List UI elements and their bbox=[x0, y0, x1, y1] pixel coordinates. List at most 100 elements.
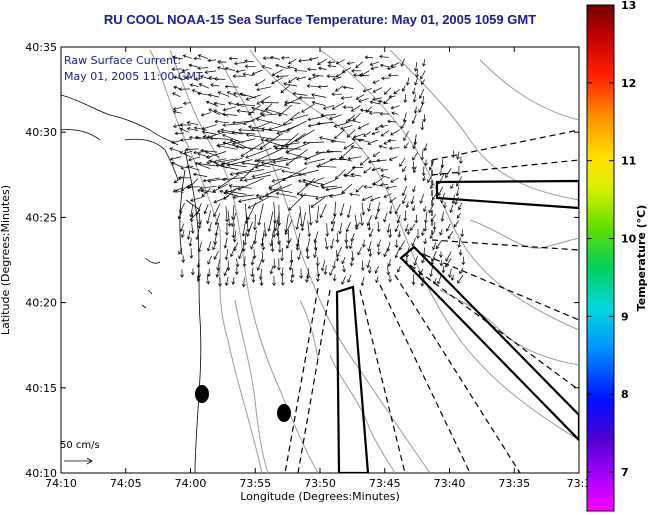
current-vector bbox=[178, 247, 183, 255]
current-vector bbox=[316, 164, 337, 169]
annotation-line2: May 01, 2005 11:00 GMT bbox=[64, 70, 203, 83]
current-vector bbox=[369, 61, 380, 66]
current-vector bbox=[396, 215, 401, 224]
current-vector bbox=[172, 110, 182, 114]
current-vector bbox=[359, 156, 370, 166]
current-vector bbox=[374, 124, 383, 131]
current-vector bbox=[274, 212, 280, 232]
current-vector bbox=[245, 213, 250, 233]
current-vector bbox=[272, 142, 300, 149]
current-vector bbox=[193, 126, 208, 131]
current-vector bbox=[180, 138, 192, 142]
current-vector bbox=[246, 202, 257, 221]
current-vector bbox=[350, 172, 362, 177]
current-vector bbox=[430, 183, 434, 190]
current-vector bbox=[375, 276, 379, 284]
current-vector bbox=[251, 69, 263, 76]
current-vector bbox=[310, 197, 325, 208]
current-vector bbox=[418, 89, 425, 99]
current-vector bbox=[241, 239, 246, 252]
current-vector bbox=[327, 60, 336, 65]
colorbar-tick-label: 8 bbox=[621, 388, 629, 401]
current-vector bbox=[213, 195, 229, 204]
current-vector bbox=[307, 116, 325, 122]
current-vector bbox=[180, 230, 185, 238]
current-vector bbox=[286, 65, 297, 70]
current-vector bbox=[299, 206, 304, 227]
current-vector bbox=[178, 87, 191, 92]
current-vector bbox=[280, 84, 291, 94]
current-vector bbox=[227, 210, 232, 227]
current-vector bbox=[283, 97, 300, 106]
current-vector bbox=[235, 258, 240, 268]
current-vector bbox=[400, 58, 405, 67]
current-vector bbox=[271, 69, 284, 76]
current-vector bbox=[398, 240, 406, 251]
current-vector bbox=[221, 161, 247, 168]
colorbar-tick-label: 7 bbox=[621, 466, 629, 479]
current-vector bbox=[295, 76, 307, 81]
current-vector bbox=[412, 152, 418, 161]
current-vector bbox=[241, 161, 271, 168]
current-vector bbox=[280, 267, 285, 277]
current-vector bbox=[172, 106, 183, 111]
current-vector bbox=[288, 259, 293, 271]
current-vector bbox=[224, 189, 247, 195]
current-vector bbox=[173, 75, 182, 80]
current-vector bbox=[343, 142, 355, 150]
current-vector bbox=[317, 58, 327, 66]
y-tick-label: 40:15 bbox=[25, 382, 57, 395]
current-vector bbox=[180, 166, 194, 170]
current-vector bbox=[213, 101, 226, 106]
current-vector bbox=[272, 275, 276, 287]
current-vector bbox=[393, 89, 401, 95]
current-vector bbox=[330, 139, 346, 144]
current-vector bbox=[320, 113, 336, 118]
current-vector bbox=[329, 238, 334, 250]
current-vector bbox=[447, 231, 454, 240]
current-vector bbox=[437, 274, 442, 285]
current-vector bbox=[195, 202, 202, 216]
current-vector bbox=[318, 66, 327, 71]
current-vector bbox=[311, 73, 324, 78]
current-vector bbox=[267, 211, 274, 232]
current-vector bbox=[261, 251, 265, 263]
current-vector bbox=[261, 127, 289, 133]
current-vector bbox=[456, 212, 462, 219]
current-vector bbox=[264, 107, 288, 116]
current-vector bbox=[388, 94, 396, 99]
current-vector bbox=[322, 104, 335, 110]
current-vector bbox=[179, 123, 192, 127]
current-vector bbox=[457, 237, 462, 248]
current-vector bbox=[390, 177, 399, 183]
current-vector bbox=[300, 211, 306, 232]
current-vector bbox=[386, 241, 391, 252]
current-vector bbox=[250, 238, 256, 250]
current-vector bbox=[380, 130, 390, 137]
current-vector bbox=[206, 241, 212, 252]
colorbar-tick-label: 11 bbox=[621, 155, 636, 168]
x-tick-label: 74:00 bbox=[175, 477, 207, 490]
radar-beam-outlines bbox=[335, 179, 579, 473]
y-tick-label: 40:20 bbox=[25, 297, 57, 310]
colorbar-ticks: 13 12 11 10 9 8 7 bbox=[587, 0, 637, 479]
current-vector bbox=[326, 74, 336, 79]
current-vector bbox=[281, 169, 307, 176]
current-vector bbox=[402, 166, 407, 173]
current-vector bbox=[445, 223, 451, 232]
current-vector bbox=[403, 94, 408, 103]
current-vector bbox=[181, 68, 189, 73]
current-vector bbox=[368, 111, 380, 116]
current-vector bbox=[188, 135, 201, 140]
current-vector bbox=[423, 206, 427, 213]
current-vector bbox=[413, 62, 418, 72]
current-vector bbox=[190, 196, 203, 202]
current-vector bbox=[256, 95, 271, 105]
current-vector bbox=[374, 266, 379, 274]
current-vector bbox=[365, 106, 373, 113]
current-vector bbox=[332, 76, 342, 81]
current-vector bbox=[346, 205, 352, 219]
current-vector bbox=[390, 105, 400, 110]
current-vector bbox=[311, 93, 327, 98]
